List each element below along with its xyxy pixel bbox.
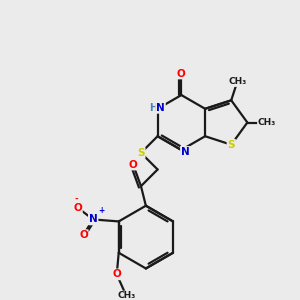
Text: S: S [227,140,235,150]
Text: N: N [181,147,190,157]
Text: -: - [75,195,78,204]
Text: +: + [98,206,104,214]
Text: O: O [177,68,186,79]
Text: N: N [89,214,98,224]
Text: O: O [73,203,82,213]
Text: S: S [137,148,145,158]
Text: H: H [148,103,157,113]
Text: O: O [129,160,137,170]
Text: CH₃: CH₃ [117,291,136,300]
Text: O: O [112,269,121,279]
Text: O: O [79,230,88,240]
Text: N: N [156,103,165,113]
Text: CH₃: CH₃ [258,118,276,127]
Text: CH₃: CH₃ [228,77,246,86]
